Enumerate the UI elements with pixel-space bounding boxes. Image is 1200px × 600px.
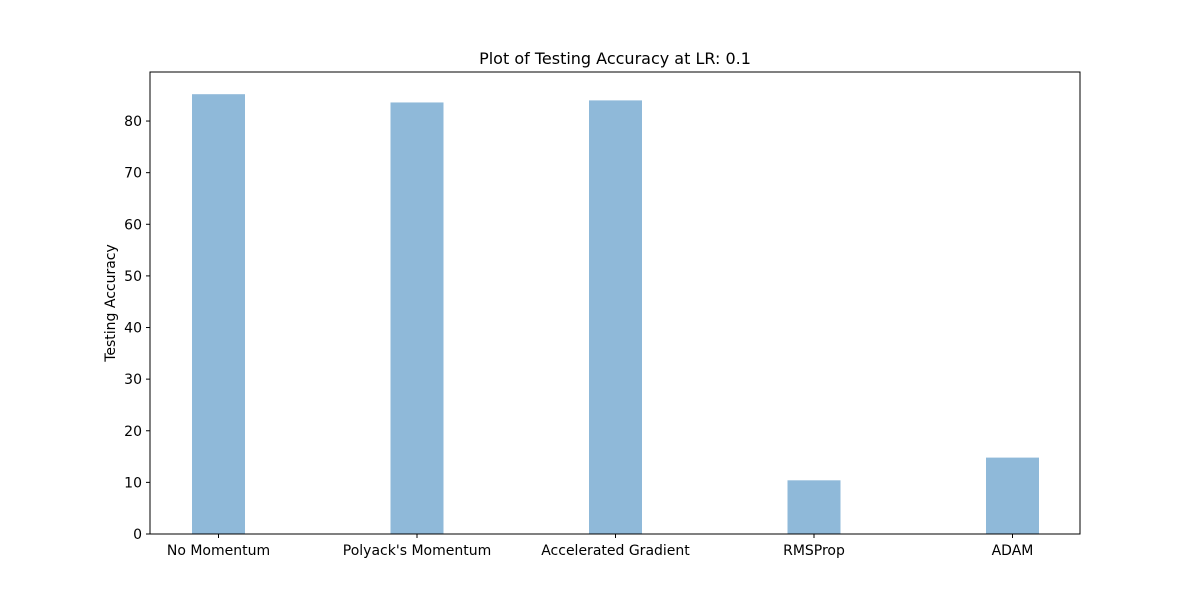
x-tick-label: No Momentum bbox=[167, 543, 270, 559]
x-ticks-group: No Momentum Polyack's Momentum Accelerated… bbox=[167, 534, 1034, 559]
x-tick-label: Accelerated Gradient bbox=[541, 543, 690, 559]
y-tick-label: 20 bbox=[124, 424, 142, 440]
plot-frame bbox=[149, 71, 1081, 535]
bar-2 bbox=[589, 100, 642, 535]
y-tick-label: 60 bbox=[124, 217, 142, 233]
y-axis-label: Testing Accuracy bbox=[103, 244, 119, 363]
bar-1 bbox=[390, 102, 444, 534]
y-tick-label: 10 bbox=[124, 475, 142, 491]
y-tick-label: 70 bbox=[124, 166, 142, 182]
y-tick-label: 80 bbox=[124, 114, 142, 130]
y-ticks-group: 0 10 20 30 40 50 60 70 80 bbox=[124, 114, 150, 543]
y-tick-label: 40 bbox=[124, 321, 142, 337]
chart-title: Plot of Testing Accuracy at LR: 0.1 bbox=[479, 49, 751, 68]
x-tick-label: RMSProp bbox=[783, 543, 845, 559]
bars-group bbox=[192, 94, 1039, 535]
bar-3 bbox=[787, 480, 841, 534]
x-tick-label: ADAM bbox=[992, 543, 1034, 559]
y-tick-label: 0 bbox=[133, 527, 142, 543]
y-tick-label: 30 bbox=[124, 372, 142, 388]
x-tick-label: Polyack's Momentum bbox=[343, 543, 491, 559]
bar-4 bbox=[986, 457, 1039, 534]
y-tick-label: 50 bbox=[124, 269, 142, 285]
bar-0 bbox=[192, 94, 245, 534]
